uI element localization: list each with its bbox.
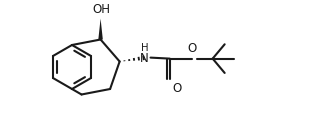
Text: H: H [141,43,148,53]
Text: O: O [187,42,196,55]
Text: O: O [173,82,182,95]
Text: N: N [140,52,149,65]
Polygon shape [98,19,103,40]
Text: OH: OH [92,3,111,16]
